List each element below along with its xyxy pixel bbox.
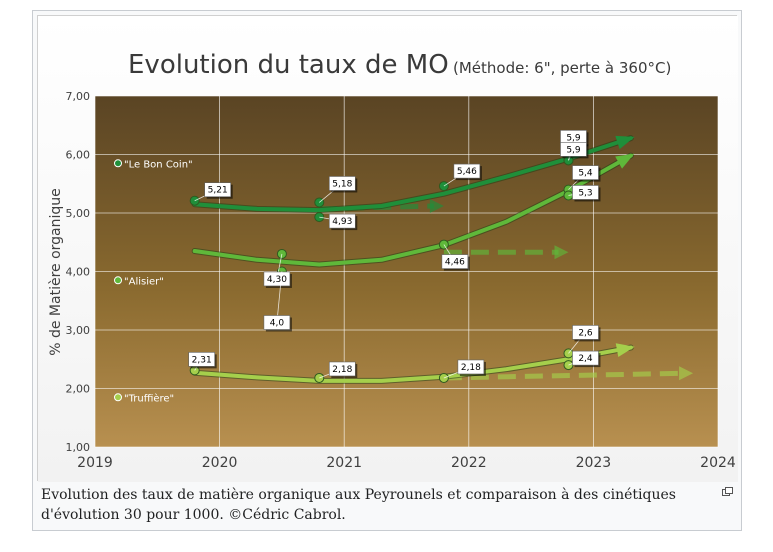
trend-arrow-head [615, 343, 635, 358]
x-tick-label: 2020 [202, 455, 238, 471]
data-label-box [572, 325, 599, 340]
y-axis-label: % de Matière organique [48, 188, 64, 356]
data-label: 4,30 [267, 275, 287, 285]
data-label-box [441, 254, 469, 269]
cinetique-arrow-head [679, 366, 694, 381]
data-label-box [328, 213, 356, 229]
data-label-box [263, 315, 291, 330]
cinetique-arrow-line [443, 370, 684, 381]
data-label: 2,31 [192, 355, 212, 365]
data-label: 5,21 [208, 186, 228, 196]
data-label: 2,18 [461, 363, 481, 373]
data-label: 2,6 [578, 328, 593, 338]
data-label-box [453, 163, 481, 179]
data-label-box [263, 271, 291, 287]
data-label: 4,93 [332, 217, 352, 227]
y-tick-label: 1,00 [66, 441, 91, 454]
y-tick-label: 6,00 [66, 149, 91, 162]
data-label: 5,46 [457, 167, 477, 177]
data-label-box [328, 361, 356, 377]
data-label: 5,18 [332, 179, 352, 189]
chart-container: Evolution du taux de MO (Méthode: 6", pe… [37, 15, 738, 482]
data-label: 4,0 [270, 319, 285, 329]
legend-label: "Le Bon Coin" [124, 159, 193, 170]
x-tick-label: 2022 [451, 455, 487, 471]
x-tick-label: 2019 [77, 455, 113, 471]
y-tick-label: 2,00 [66, 383, 91, 396]
x-tick-label: 2021 [326, 455, 362, 471]
data-label-box [188, 352, 215, 367]
y-tick-label: 5,00 [66, 207, 91, 220]
trend-curve [192, 345, 633, 383]
legend-marker [114, 276, 122, 285]
data-label-box [204, 182, 231, 198]
legend-label: "Alisier" [124, 276, 164, 287]
data-label: 4,46 [445, 258, 465, 268]
data-label: 5,9 [566, 133, 581, 143]
y-tick-label: 7,00 [66, 90, 91, 103]
trend-arrow-head [615, 153, 635, 169]
figure-caption: Evolution des taux de matière organique … [41, 487, 676, 523]
trend-arrow-head [615, 135, 635, 150]
data-label-leader [276, 271, 283, 323]
data-label: 2,18 [332, 365, 352, 375]
magnify-icon[interactable] [722, 487, 733, 496]
legend-label: "Truffière" [124, 392, 174, 404]
data-label: 5,3 [578, 188, 592, 198]
data-label-box [457, 359, 485, 375]
data-label-box [328, 176, 356, 191]
x-tick-label: 2023 [576, 455, 612, 471]
chart-title: Evolution du taux de MO [128, 50, 449, 80]
legend-marker [114, 393, 122, 402]
figure-frame: Evolution du taux de MO (Méthode: 6", pe… [32, 10, 742, 531]
data-label: 5,9 [566, 145, 581, 155]
data-label: 5,4 [578, 169, 593, 179]
y-tick-label: 4,00 [66, 266, 91, 279]
cinetique-arrow-head [554, 245, 569, 260]
chart-subtitle: (Méthode: 6", perte à 360°C) [453, 59, 671, 77]
chart-svg: Evolution du taux de MO (Méthode: 6", pe… [38, 16, 738, 482]
trend-curve [192, 153, 633, 267]
data-label-box [572, 185, 599, 200]
cinetique-arrow-head [429, 198, 444, 213]
y-tick-label: 3,00 [66, 324, 91, 337]
data-label-box [572, 350, 599, 366]
data-label-box [560, 142, 587, 157]
trend-curve [192, 136, 633, 213]
x-tick-label: 2024 [700, 455, 736, 471]
data-label-box [572, 165, 599, 180]
legend-marker [114, 159, 122, 168]
data-label: 2,4 [578, 354, 593, 364]
